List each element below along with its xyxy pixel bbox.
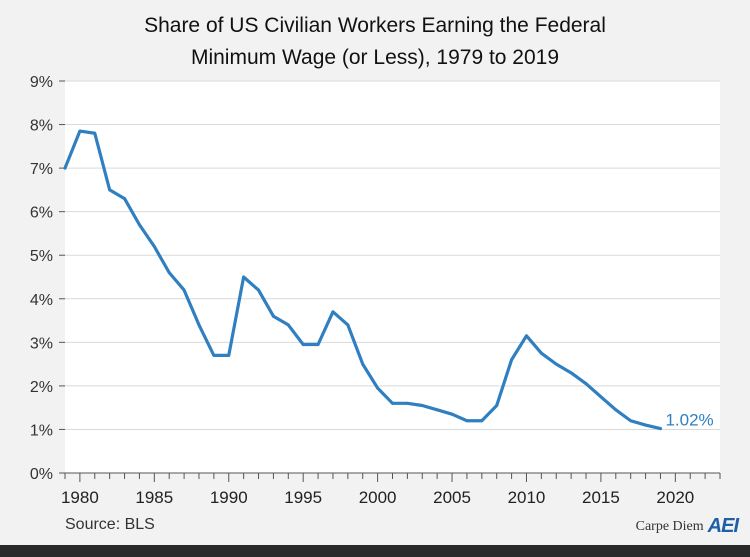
x-tick-label: 1985 — [135, 488, 173, 507]
x-tick-label: 2005 — [433, 488, 471, 507]
data-point — [644, 423, 647, 427]
brand-text: Carpe Diem — [635, 518, 704, 534]
data-point — [301, 343, 305, 346]
data-point — [197, 323, 201, 327]
brand-credit: Carpe Diem AEI — [635, 515, 739, 538]
data-point — [659, 427, 662, 430]
y-tick-label: 3% — [30, 335, 53, 352]
y-tick-label: 7% — [30, 161, 53, 178]
data-point — [63, 166, 67, 170]
data-point — [629, 419, 633, 423]
data-point — [93, 131, 97, 135]
x-tick-label: 2010 — [508, 488, 546, 507]
data-point — [599, 395, 603, 399]
data-point — [182, 288, 186, 292]
y-tick-label: 9% — [30, 74, 53, 91]
data-point — [286, 323, 290, 327]
end-value-label: 1.02% — [665, 411, 713, 430]
y-tick-label: 5% — [30, 248, 53, 265]
x-tick-label: 1980 — [61, 488, 99, 507]
data-point — [78, 129, 82, 133]
data-point — [539, 351, 543, 355]
data-point — [420, 404, 424, 407]
aei-logo: AEI — [707, 515, 739, 537]
y-tick-label: 6% — [30, 205, 53, 222]
chart-frame: Share of US Civilian Workers Earning the… — [0, 0, 750, 545]
data-point — [272, 314, 275, 318]
chart-title: Share of US Civilian Workers Earning the… — [0, 10, 750, 74]
data-point — [212, 354, 216, 357]
data-point — [227, 354, 231, 357]
data-point — [376, 386, 380, 390]
data-point — [361, 362, 365, 366]
x-tick-label: 2020 — [656, 488, 694, 507]
data-point — [316, 343, 320, 346]
source-note: Source: BLS — [65, 516, 155, 533]
data-point — [167, 271, 171, 275]
y-tick-label: 8% — [30, 118, 53, 135]
y-tick-label: 0% — [30, 466, 53, 483]
data-point — [465, 419, 469, 423]
y-tick-label: 2% — [30, 379, 53, 396]
data-point — [257, 288, 260, 292]
data-point — [495, 404, 499, 407]
x-tick-label: 1995 — [284, 488, 322, 507]
data-point — [584, 382, 588, 386]
data-point — [614, 408, 618, 412]
data-point — [152, 245, 156, 248]
data-point — [108, 188, 112, 192]
y-tick-label: 1% — [30, 422, 53, 439]
data-point — [123, 197, 126, 201]
x-tick-label: 2000 — [359, 488, 397, 507]
y-tick-label: 4% — [30, 292, 53, 309]
data-point — [405, 401, 409, 405]
data-point — [346, 323, 350, 327]
data-point — [569, 371, 573, 375]
data-point — [480, 419, 484, 423]
x-tick-label: 1990 — [210, 488, 248, 507]
line-chart: 0% 1% 2% 3% 4% 5% 6% 7% 8% 9% 1980 1985 1990 1995 2000… — [30, 74, 721, 507]
chart-title-line-2: Minimum Wage (or Less), 1979 to 2019 — [190, 46, 560, 69]
data-point — [510, 358, 513, 362]
data-point — [525, 334, 528, 338]
data-point — [435, 408, 439, 412]
x-tick-label: 2015 — [582, 488, 620, 507]
data-point — [554, 362, 558, 366]
data-point — [391, 401, 394, 405]
data-point — [242, 275, 246, 279]
data-point — [450, 412, 454, 416]
data-point — [331, 310, 335, 314]
data-point — [138, 223, 141, 227]
chart-title-line-1: Share of US Civilian Workers Earning the… — [144, 14, 606, 37]
